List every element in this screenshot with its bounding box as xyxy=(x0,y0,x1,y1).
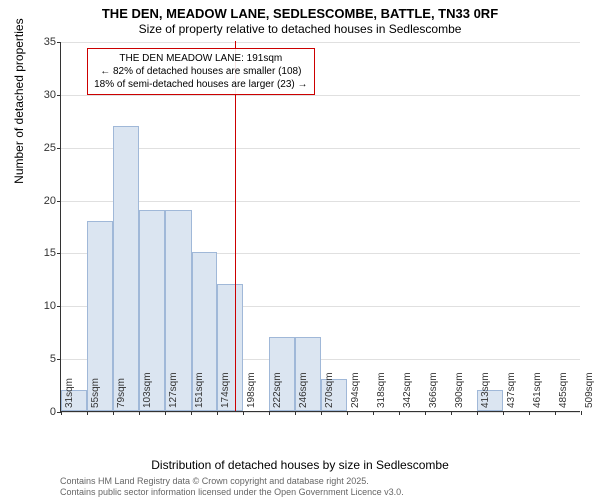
x-tick-label: 55sqm xyxy=(90,378,101,408)
x-tick-label: 366sqm xyxy=(428,372,439,408)
x-tick-label: 509sqm xyxy=(584,372,595,408)
y-tick-mark xyxy=(57,95,61,96)
annotation-line2: ← 82% of detached houses are smaller (10… xyxy=(94,65,307,78)
y-tick-label: 0 xyxy=(31,406,56,418)
y-tick-label: 20 xyxy=(31,195,56,207)
x-tick-mark xyxy=(347,411,348,415)
gridline xyxy=(61,42,580,43)
footer: Contains HM Land Registry data © Crown c… xyxy=(60,476,404,498)
x-tick-mark xyxy=(399,411,400,415)
chart-container: THE DEN, MEADOW LANE, SEDLESCOMBE, BATTL… xyxy=(0,0,600,500)
y-tick-mark xyxy=(57,253,61,254)
annotation-line1: THE DEN MEADOW LANE: 191sqm xyxy=(94,52,307,65)
x-tick-mark xyxy=(269,411,270,415)
x-tick-label: 437sqm xyxy=(506,372,517,408)
x-tick-mark xyxy=(139,411,140,415)
y-tick-label: 15 xyxy=(31,247,56,259)
x-tick-mark xyxy=(61,411,62,415)
x-tick-label: 127sqm xyxy=(168,372,179,408)
x-tick-label: 318sqm xyxy=(376,372,387,408)
x-tick-mark xyxy=(451,411,452,415)
x-tick-label: 31sqm xyxy=(64,378,75,408)
x-tick-label: 103sqm xyxy=(142,372,153,408)
histogram-bar xyxy=(113,126,139,411)
x-tick-label: 390sqm xyxy=(454,372,465,408)
x-tick-label: 413sqm xyxy=(480,372,491,408)
y-tick-label: 35 xyxy=(31,36,56,48)
y-tick-mark xyxy=(57,201,61,202)
x-tick-label: 151sqm xyxy=(194,372,205,408)
x-tick-label: 461sqm xyxy=(532,372,543,408)
plot-area: 05101520253035 THE DEN MEADOW LANE: 191s… xyxy=(60,42,580,412)
x-tick-mark xyxy=(295,411,296,415)
x-tick-label: 294sqm xyxy=(350,372,361,408)
x-tick-label: 174sqm xyxy=(220,372,231,408)
x-tick-label: 198sqm xyxy=(246,372,257,408)
x-tick-mark xyxy=(165,411,166,415)
x-tick-mark xyxy=(477,411,478,415)
x-tick-mark xyxy=(555,411,556,415)
y-axis-label: Number of detached properties xyxy=(12,18,26,183)
y-tick-label: 30 xyxy=(31,89,56,101)
x-tick-label: 246sqm xyxy=(298,372,309,408)
x-tick-mark xyxy=(581,411,582,415)
y-tick-mark xyxy=(57,306,61,307)
x-tick-label: 485sqm xyxy=(558,372,569,408)
x-tick-label: 342sqm xyxy=(402,372,413,408)
x-tick-mark xyxy=(243,411,244,415)
y-tick-mark xyxy=(57,359,61,360)
chart-title-sub: Size of property relative to detached ho… xyxy=(0,22,600,36)
y-tick-label: 25 xyxy=(31,142,56,154)
y-tick-label: 5 xyxy=(31,353,56,365)
x-tick-label: 270sqm xyxy=(324,372,335,408)
x-tick-mark xyxy=(321,411,322,415)
y-tick-mark xyxy=(57,148,61,149)
x-tick-mark xyxy=(113,411,114,415)
x-tick-label: 222sqm xyxy=(272,372,283,408)
y-tick-mark xyxy=(57,42,61,43)
x-tick-mark xyxy=(529,411,530,415)
chart-title-main: THE DEN, MEADOW LANE, SEDLESCOMBE, BATTL… xyxy=(0,6,600,21)
marker-line xyxy=(235,41,236,411)
x-tick-label: 79sqm xyxy=(116,378,127,408)
footer-line2: Contains public sector information licen… xyxy=(60,487,404,498)
x-tick-mark xyxy=(373,411,374,415)
annotation-box: THE DEN MEADOW LANE: 191sqm ← 82% of det… xyxy=(87,48,314,95)
footer-line1: Contains HM Land Registry data © Crown c… xyxy=(60,476,404,487)
x-axis-label: Distribution of detached houses by size … xyxy=(0,458,600,472)
y-tick-label: 10 xyxy=(31,300,56,312)
x-tick-mark xyxy=(217,411,218,415)
x-tick-mark xyxy=(425,411,426,415)
x-tick-mark xyxy=(503,411,504,415)
annotation-line3: 18% of semi-detached houses are larger (… xyxy=(94,78,307,91)
x-tick-mark xyxy=(87,411,88,415)
x-tick-mark xyxy=(191,411,192,415)
